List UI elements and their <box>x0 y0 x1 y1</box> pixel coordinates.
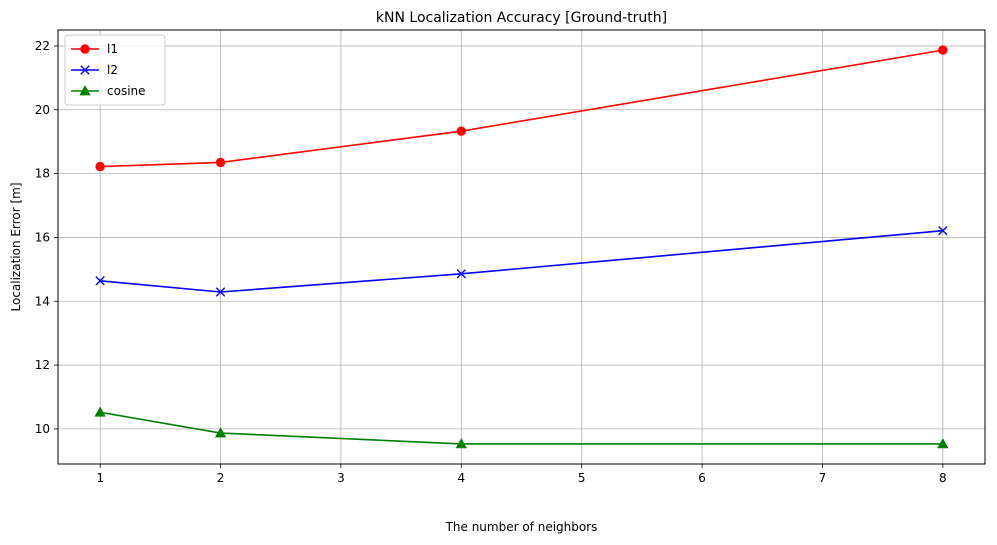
data-point-cosine <box>455 438 467 449</box>
y-tick-label: 10 <box>35 422 50 436</box>
x-tick-label: 1 <box>96 471 104 485</box>
legend-entry-l1: l1 <box>71 42 118 56</box>
series-cosine <box>94 406 949 449</box>
data-point-cosine <box>214 427 227 438</box>
legend-box <box>64 34 166 106</box>
x-tick-label: 5 <box>578 471 586 485</box>
legend-entry-l2: l2 <box>71 63 118 77</box>
y-tick-label: 18 <box>35 167 50 181</box>
data-point-l1 <box>215 157 226 168</box>
x-tick-label: 8 <box>939 471 947 485</box>
data-series <box>94 45 949 449</box>
legend-marker <box>79 85 91 96</box>
data-point-l1 <box>456 126 467 136</box>
chart-title: kNN Localization Accuracy [Ground-truth] <box>376 10 667 26</box>
legend-label: cosine <box>107 84 146 98</box>
x-tick-label: 2 <box>217 471 225 485</box>
legend-marker <box>80 65 90 75</box>
y-tick-label: 14 <box>35 294 50 308</box>
x-tick-label: 6 <box>698 471 706 485</box>
data-point-l1 <box>938 45 948 55</box>
y-tick-label: 20 <box>35 103 50 117</box>
x-tick-label: 3 <box>337 471 345 485</box>
legend-marker <box>80 44 90 54</box>
x-tick-label: 4 <box>457 471 465 485</box>
data-point-l2 <box>95 276 105 286</box>
y-axis-title: Localization Error [m] <box>9 182 23 311</box>
x-axis-ticks: 1 2 3 4 5 6 7 8 <box>96 464 947 485</box>
y-axis-ticks: 10 12 14 16 18 20 22 <box>35 39 58 436</box>
data-point-cosine <box>94 406 106 417</box>
legend: l1 l2 cosine <box>64 34 166 106</box>
x-tick-label: 7 <box>819 471 827 485</box>
legend-label: l2 <box>107 63 118 77</box>
data-point-l1 <box>95 161 105 172</box>
series-line-l1 <box>100 49 943 168</box>
plot-frame <box>57 29 986 465</box>
y-tick-label: 12 <box>35 358 50 372</box>
series-line-l2 <box>100 229 943 293</box>
series-line-cosine <box>100 411 943 445</box>
series-l2 <box>95 226 948 297</box>
grid-lines <box>58 30 985 464</box>
data-point-l2 <box>456 269 466 279</box>
legend-entry-cosine: cosine <box>71 84 146 98</box>
series-l1 <box>95 45 948 172</box>
data-point-l2 <box>938 226 948 236</box>
y-tick-label: 22 <box>35 39 50 53</box>
y-tick-label: 16 <box>35 230 50 244</box>
data-point-cosine <box>937 438 949 449</box>
legend-label: l1 <box>107 42 118 56</box>
x-axis-title: The number of neighbors <box>445 520 598 534</box>
data-point-l2 <box>215 287 226 297</box>
